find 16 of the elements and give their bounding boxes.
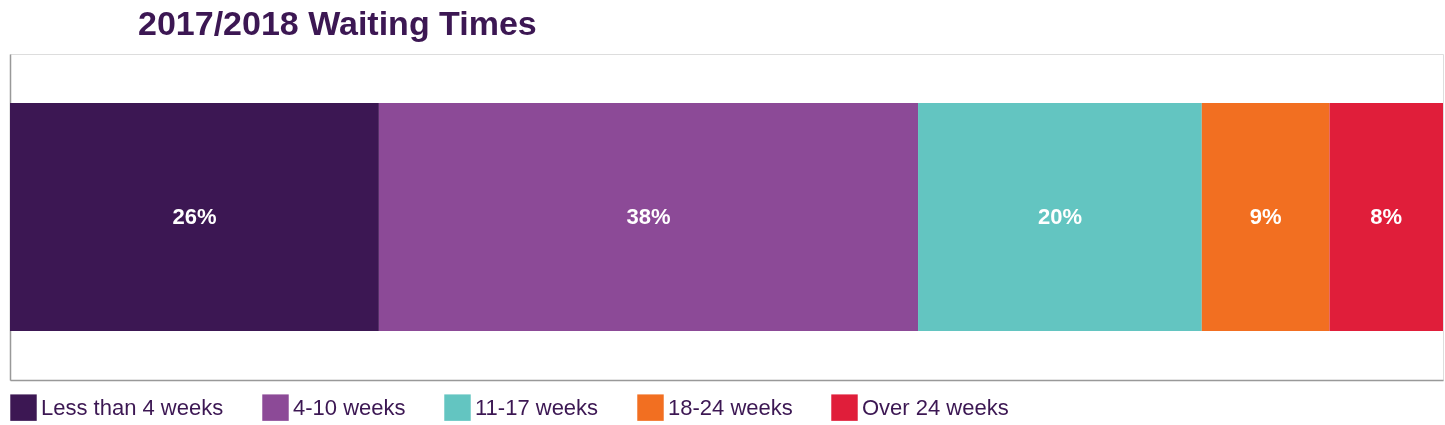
bar [10, 102, 379, 332]
data-label: 9% [1249, 204, 1282, 229]
bar [378, 102, 919, 332]
data-label: 8% [1370, 204, 1403, 229]
bar [1329, 102, 1443, 332]
chart-title: 2017/2018 Waiting Times [138, 4, 537, 42]
legend-label: Less than 4 weeks [41, 394, 224, 420]
data-label: 20% [1037, 204, 1082, 229]
data-label: 26% [172, 204, 217, 229]
bar [1201, 102, 1330, 332]
legend-label: Over 24 weeks [862, 394, 1009, 420]
legend-label: 4-10 weeks [293, 394, 406, 420]
bar [918, 102, 1202, 332]
legend-label: 18-24 weeks [668, 394, 793, 420]
data-label: 38% [626, 204, 671, 229]
legend-label: 11-17 weeks [475, 394, 599, 420]
